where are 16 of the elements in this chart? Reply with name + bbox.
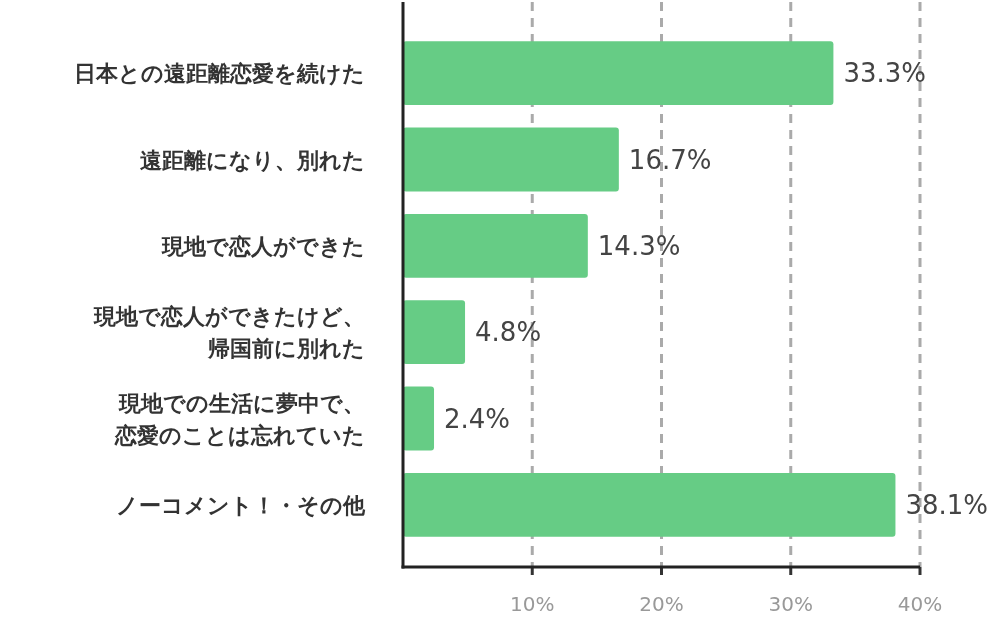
data-label: 2.4%	[444, 403, 511, 434]
y-tick-label: 現地での生活に夢中で、恋愛のことは忘れていた	[114, 390, 365, 448]
x-tick-label: 30%	[768, 592, 813, 616]
y-tick-label: ノーコメント！・その他	[116, 492, 366, 518]
y-tick-label: 現地で恋人ができたけど、帰国前に別れた	[93, 304, 365, 362]
x-tick-label: 10%	[510, 592, 555, 616]
data-label: 4.8%	[475, 317, 542, 348]
data-label: 33.3%	[843, 58, 927, 89]
data-label: 38.1%	[905, 489, 989, 520]
data-label: 14.3%	[597, 230, 681, 261]
y-tick-label: 遠距離になり、別れた	[140, 147, 365, 173]
x-tick-label: 20%	[639, 592, 684, 616]
y-tick-label: 現地で恋人ができた	[161, 233, 365, 259]
data-label: 16.7%	[628, 144, 712, 175]
x-tick-label: 40%	[897, 592, 943, 616]
y-tick-label: 日本との遠距離恋愛を続けた	[74, 61, 365, 87]
